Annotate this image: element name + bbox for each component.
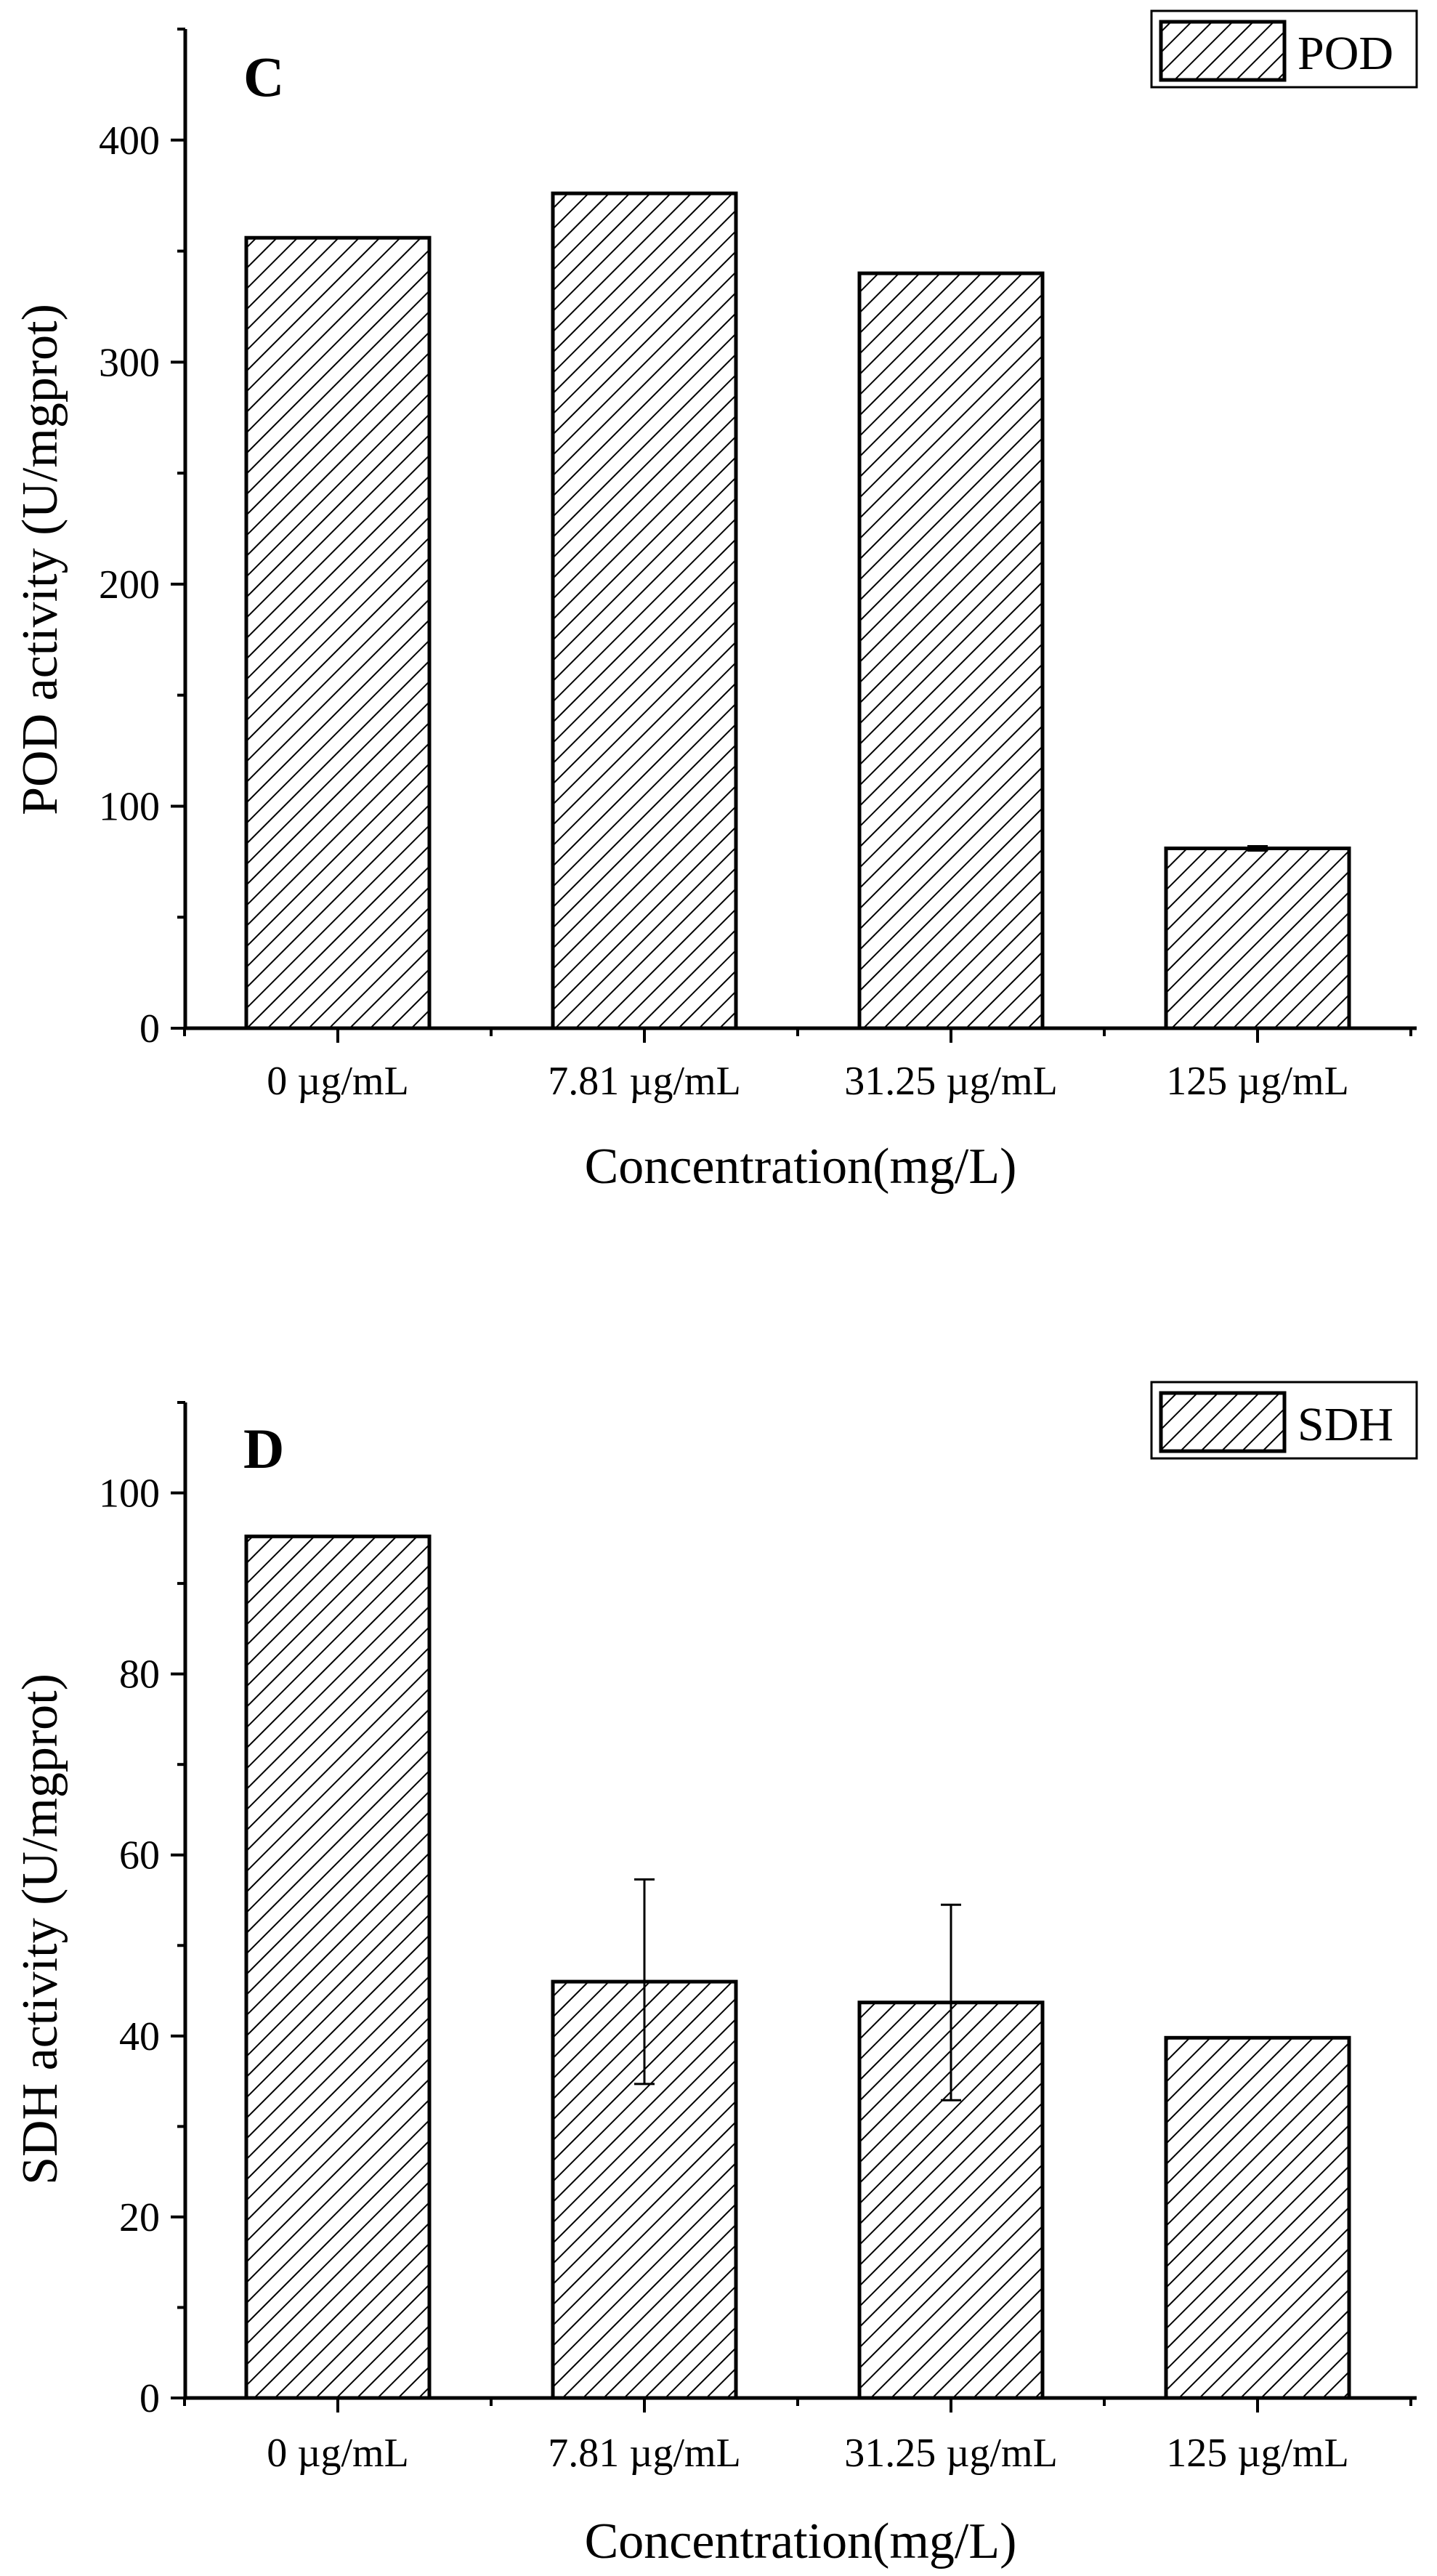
y-ticks: 0 20 40 60 80 100 [99, 1401, 185, 2421]
legend: POD [1150, 9, 1418, 89]
bar [244, 1534, 432, 2400]
legend-label: SDH [1298, 1398, 1393, 1451]
legend-label: POD [1298, 27, 1393, 80]
bars [244, 1534, 1351, 2400]
bar [1164, 2035, 1351, 2400]
panel-c: 0 100 200 300 400 0 µg/mL 7.81 µg/mL 31.25 µg/… [12, 9, 1418, 1195]
y-tick-label: 200 [99, 562, 160, 607]
y-tick-label: 0 [139, 2376, 160, 2421]
bar [244, 235, 432, 1030]
y-axis-title: POD activity (U/mgprot) [12, 304, 68, 815]
x-tick-label: 0 µg/mL [267, 2431, 409, 2476]
y-tick-label: 20 [119, 2195, 160, 2240]
legend: SDH [1150, 1381, 1418, 1460]
y-tick-label: 300 [99, 340, 160, 385]
x-tick-label: 0 µg/mL [267, 1059, 409, 1104]
y-axis-title: SDH activity (U/mgprot) [12, 1673, 68, 2185]
x-tick-label: 7.81 µg/mL [548, 2431, 741, 2476]
x-tick-label: 31.25 µg/mL [844, 1059, 1058, 1104]
bar [551, 191, 738, 1030]
panel-d: 0 20 40 60 80 100 0 µg/mL 7.81 µg/mL 31.25 µg/m… [12, 1381, 1418, 2569]
y-tick-label: 0 [139, 1006, 160, 1051]
legend-swatch [1159, 20, 1287, 82]
bars [244, 191, 1351, 1030]
legend-swatch [1159, 1391, 1287, 1453]
x-axis-title: Concentration(mg/L) [585, 1139, 1017, 1195]
x-axis-title: Concentration(mg/L) [585, 2514, 1017, 2569]
bar [1164, 847, 1351, 1030]
x-tick-label: 125 µg/mL [1166, 2431, 1349, 2476]
y-tick-label: 60 [119, 1833, 160, 1878]
panel-label: D [243, 1417, 284, 1480]
y-tick-label: 100 [99, 1471, 160, 1517]
panel-label: C [243, 45, 284, 108]
y-tick-label: 100 [99, 784, 160, 829]
x-tick-label: 125 µg/mL [1166, 1059, 1349, 1104]
y-tick-label: 400 [99, 118, 160, 163]
y-tick-label: 40 [119, 2014, 160, 2059]
y-ticks: 0 100 200 300 400 [99, 28, 185, 1051]
bar [857, 271, 1045, 1030]
x-ticks: 0 µg/mL 7.81 µg/mL 31.25 µg/mL 125 µg/mL [183, 2398, 1412, 2476]
y-tick-label: 80 [119, 1652, 160, 1697]
x-tick-label: 31.25 µg/mL [844, 2431, 1058, 2476]
x-ticks: 0 µg/mL 7.81 µg/mL 31.25 µg/mL 125 µg/mL [183, 1028, 1412, 1104]
x-tick-label: 7.81 µg/mL [548, 1059, 741, 1104]
